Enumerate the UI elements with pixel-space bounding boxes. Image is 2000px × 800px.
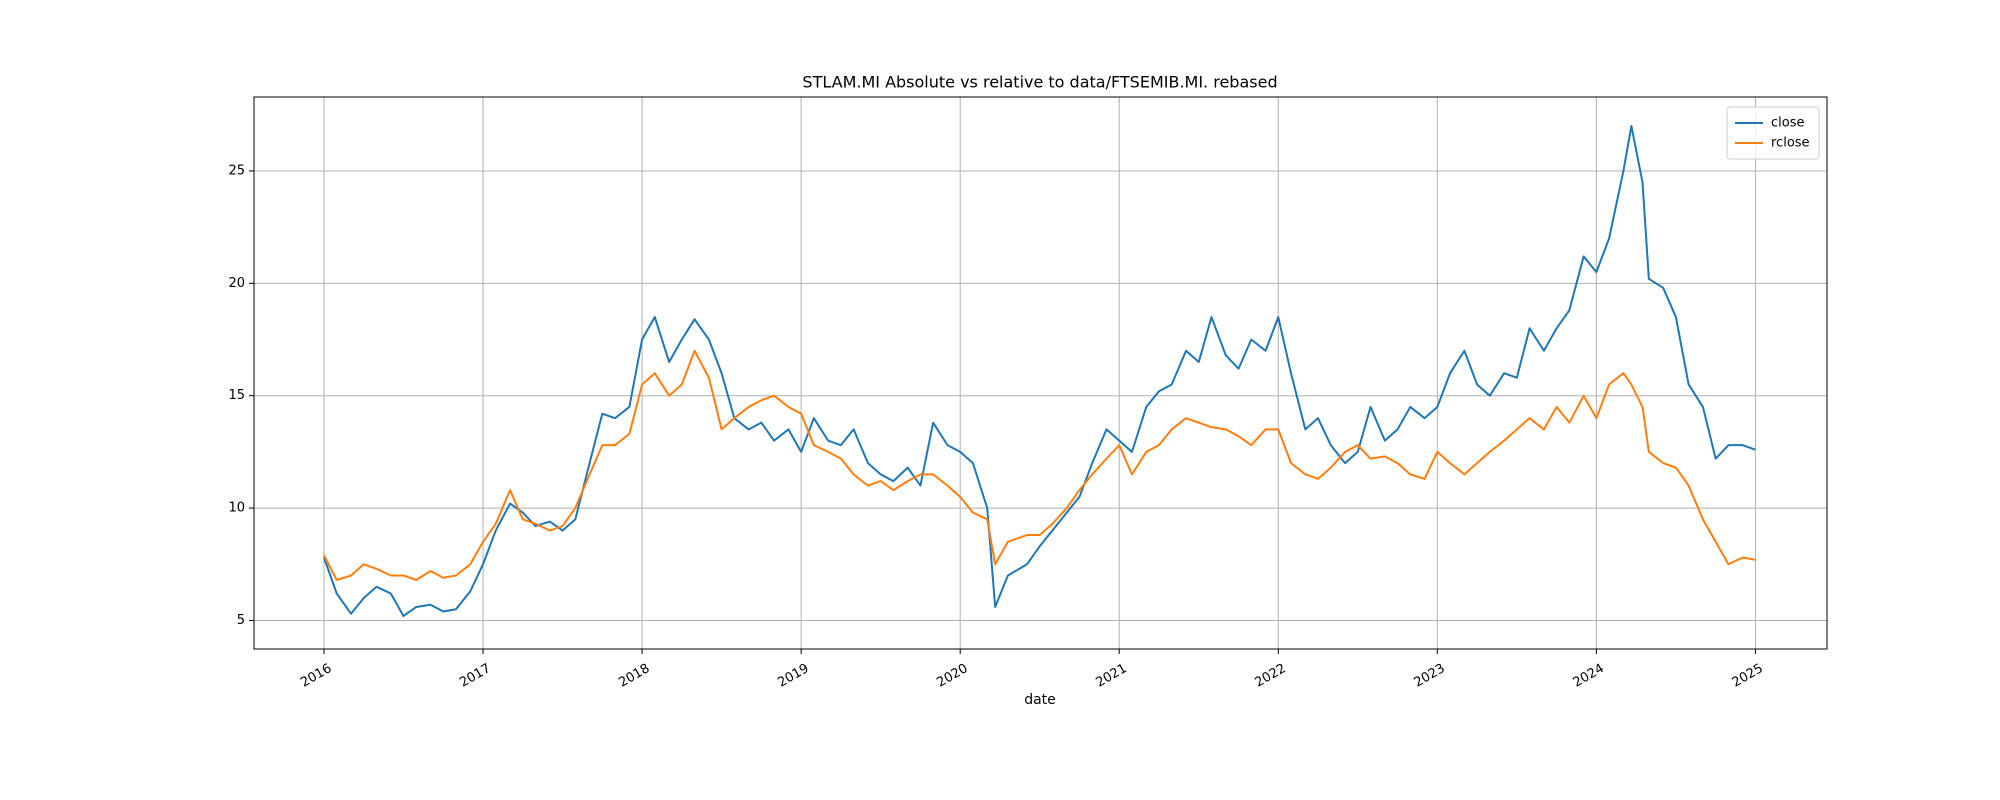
x-tick-label: 2018 — [616, 661, 652, 691]
legend-box — [1726, 106, 1820, 160]
x-tick-label: 2019 — [775, 661, 811, 691]
x-tick-label: 2021 — [1093, 661, 1129, 691]
x-tick-label: 2025 — [1730, 661, 1766, 691]
line-series — [323, 124, 1756, 617]
line-series — [323, 349, 1756, 581]
y-tick-label: 10 — [228, 501, 245, 516]
chart-title: STLAM.MI Absolute vs relative to data/FT… — [802, 73, 1277, 92]
legend-label: close — [1771, 116, 1804, 131]
x-tick-label: 2023 — [1412, 661, 1448, 691]
y-tick-label: 15 — [228, 388, 245, 403]
x-axis-label: date — [1024, 692, 1056, 708]
x-tick-label: 2017 — [457, 661, 493, 691]
y-tick-label: 25 — [228, 163, 245, 178]
x-tick-label: 2020 — [934, 661, 970, 691]
plot-frame — [253, 96, 1828, 650]
x-tick-label: 2016 — [298, 661, 334, 691]
legend: close rclose — [1726, 106, 1820, 160]
x-tick-label: 2022 — [1253, 661, 1289, 691]
y-tick-label: 20 — [228, 276, 245, 291]
legend-label: rclose — [1771, 136, 1810, 151]
y-tick-label: 5 — [237, 613, 245, 628]
x-tick-label: 2024 — [1571, 661, 1607, 691]
